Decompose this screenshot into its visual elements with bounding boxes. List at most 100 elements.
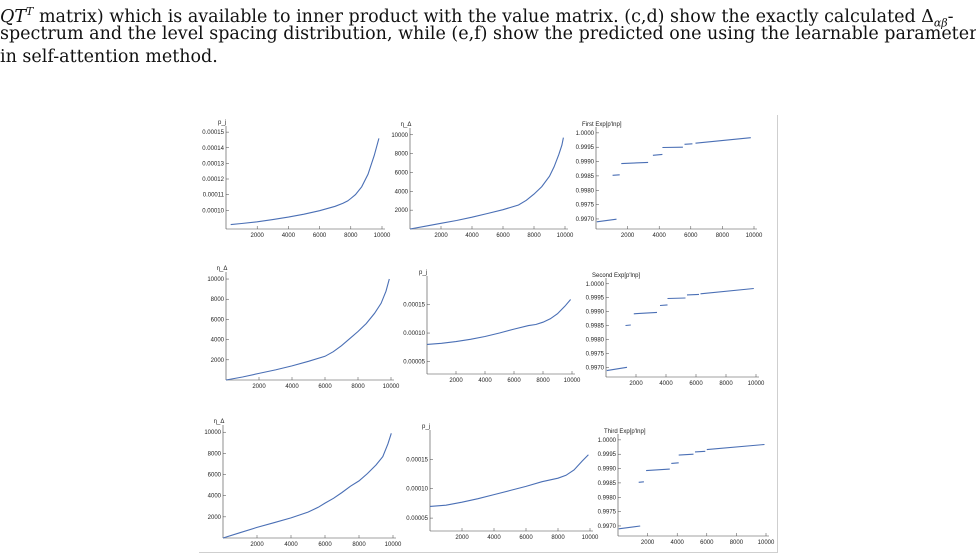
panel-3-title: First Exp[p'lnp] bbox=[582, 122, 622, 128]
panel-6-segment bbox=[667, 297, 686, 300]
panel-9-segment bbox=[671, 462, 679, 464]
panel-7-curve bbox=[222, 433, 392, 539]
panel-3-segment bbox=[621, 161, 649, 165]
panel-6-ytick-label: 0.9980 bbox=[586, 337, 605, 343]
panel-6-xtick-label: 4000 bbox=[659, 381, 673, 387]
panel-9-xtick-label: 4000 bbox=[671, 540, 685, 546]
panel-3-ytick-label: 0.9985 bbox=[576, 174, 595, 180]
panel-4-curve bbox=[225, 278, 390, 381]
caption-mid: matrix) which is available to inner prod… bbox=[33, 6, 934, 27]
panel-1-ytick-label: 0.00014 bbox=[202, 146, 224, 152]
panel-2-ytick-label: 6000 bbox=[395, 170, 409, 176]
caption-line-2: spectrum and the level spacing distribut… bbox=[0, 24, 976, 44]
panel-6-title: Second Exp[p'lnp] bbox=[592, 273, 641, 279]
figure-panel-grid: 0.00010 0.00011 0.00012 0.00013 0.00014 0.000… bbox=[199, 115, 778, 553]
panel-7-ytick-label: 2000 bbox=[208, 515, 222, 521]
panel-8-ylabel: p_j bbox=[422, 424, 430, 430]
panel-9-ytick-label: 0.9980 bbox=[598, 495, 617, 501]
panel-6-ytick-label: 0.9975 bbox=[586, 351, 605, 357]
panel-6-xtick-label: 6000 bbox=[689, 381, 703, 387]
panel-8-xtick-label: 2000 bbox=[455, 535, 469, 541]
panel-3-xtick-label: 8000 bbox=[716, 233, 730, 239]
panel-1-xtick-label: 8000 bbox=[344, 233, 358, 239]
panel-9-segment bbox=[706, 443, 765, 451]
panel-9-xtick-label: 2000 bbox=[641, 540, 655, 546]
panel-2-curve bbox=[409, 137, 564, 230]
panel-7-ylabel: η_Δ bbox=[214, 419, 225, 425]
panel-9-xtick-label: 10000 bbox=[758, 540, 775, 546]
panel-9-ytick-label: 0.9985 bbox=[598, 481, 617, 487]
panel-4-xtick-label: 10000 bbox=[383, 384, 400, 390]
panel-8-curve bbox=[429, 454, 589, 507]
panel-3-xtick-label: 2000 bbox=[621, 233, 635, 239]
panel-1-ylabel: p_j bbox=[218, 120, 226, 126]
panel-5-xtick-label: 10000 bbox=[564, 378, 581, 384]
panel-5-xtick-label: 4000 bbox=[478, 378, 492, 384]
panel-8-ytick-label: 0.00015 bbox=[406, 457, 428, 463]
caption-tail: - bbox=[947, 6, 954, 27]
panel-7-ytick-label: 6000 bbox=[208, 473, 222, 479]
panel-4-ytick-label: 10000 bbox=[207, 277, 224, 283]
panel-3-ytick-label: 1.0000 bbox=[576, 131, 595, 137]
panel-1-curve bbox=[230, 138, 380, 226]
panel-8-ytick-label: 0.00005 bbox=[406, 516, 428, 522]
panel-7-xtick-label: 10000 bbox=[385, 542, 402, 548]
panel-1-ytick-label: 0.00012 bbox=[202, 177, 224, 183]
panel-9-segment bbox=[694, 450, 706, 453]
panel-6-segment bbox=[659, 304, 668, 307]
panel-8-xtick-label: 8000 bbox=[551, 535, 565, 541]
panel-2-ytick-label: 4000 bbox=[395, 189, 409, 195]
panel-9-title: Third Exp[p'lnp] bbox=[604, 429, 646, 435]
panel-3-segment bbox=[612, 174, 620, 176]
panel-5-xtick-label: 2000 bbox=[449, 378, 463, 384]
panel-7-xtick-label: 2000 bbox=[250, 542, 264, 548]
panel-2-ytick-label: 8000 bbox=[395, 152, 409, 158]
panel-9-ytick-label: 0.9970 bbox=[598, 524, 617, 530]
panel-6-ytick-label: 0.9990 bbox=[586, 310, 605, 316]
panel-6-segment bbox=[606, 366, 628, 372]
panel-1-ytick-label: 0.00011 bbox=[203, 193, 225, 199]
panel-8-xtick-label: 6000 bbox=[519, 535, 533, 541]
panel-9-ytick-label: 0.9990 bbox=[598, 467, 617, 473]
panel-8-ytick-label: 0.00010 bbox=[406, 487, 428, 493]
caption-sub: αβ bbox=[933, 16, 948, 30]
panel-7-ytick-label: 8000 bbox=[208, 451, 222, 457]
panel-4-xtick-label: 2000 bbox=[252, 384, 266, 390]
panel-9-xtick-label: 8000 bbox=[730, 540, 744, 546]
panel-1-ytick-label: 0.00013 bbox=[202, 161, 224, 167]
panel-8-xtick-label: 4000 bbox=[487, 535, 501, 541]
panel-3-ytick-label: 0.9980 bbox=[576, 188, 595, 194]
panel-6-segment bbox=[686, 293, 700, 296]
panel-6-xtick-label: 2000 bbox=[629, 381, 643, 387]
panel-3-segment bbox=[684, 143, 693, 145]
panel-2-xtick-label: 10000 bbox=[557, 233, 574, 239]
panel-9-xtick-label: 6000 bbox=[700, 540, 714, 546]
panel-6-ytick-label: 1.0000 bbox=[586, 282, 605, 288]
panel-2-ytick-label: 10000 bbox=[391, 133, 408, 139]
panel-4-xtick-label: 4000 bbox=[285, 384, 299, 390]
panel-9-ytick-label: 1.0000 bbox=[598, 438, 617, 444]
panel-7-ytick-label: 4000 bbox=[208, 494, 222, 500]
panel-6-ytick-label: 0.9985 bbox=[586, 324, 605, 330]
panel-4-ytick-label: 4000 bbox=[211, 338, 225, 344]
panel-3-xtick-label: 6000 bbox=[684, 233, 698, 239]
panel-3-xtick-label: 10000 bbox=[746, 233, 763, 239]
figure-svg: 0.00010 0.00011 0.00012 0.00013 0.00014 0.000… bbox=[202, 120, 775, 548]
panel-2-ytick-label: 2000 bbox=[395, 208, 409, 214]
panel-4-xtick-label: 6000 bbox=[318, 384, 332, 390]
panel-2-xtick-label: 6000 bbox=[496, 233, 510, 239]
caption-sup: T bbox=[26, 5, 34, 18]
panel-5-ylabel: p_j bbox=[419, 270, 427, 276]
panel-6-segment bbox=[633, 311, 658, 315]
panel-3-segment bbox=[695, 137, 751, 144]
panel-1-xtick-label: 10000 bbox=[374, 233, 391, 239]
caption-line-3: in self-attention method. bbox=[0, 47, 218, 67]
panel-5-xtick-label: 8000 bbox=[536, 378, 550, 384]
panel-2-xtick-label: 2000 bbox=[434, 233, 448, 239]
panel-9-ytick-label: 0.9995 bbox=[598, 452, 617, 458]
panel-3-ytick-label: 0.9975 bbox=[576, 203, 595, 209]
panel-5-ytick-label: 0.00015 bbox=[403, 303, 425, 309]
panel-2-xtick-label: 4000 bbox=[465, 233, 479, 239]
panel-1-ytick-label: 0.00015 bbox=[202, 130, 224, 136]
panel-9-segment bbox=[646, 468, 670, 472]
